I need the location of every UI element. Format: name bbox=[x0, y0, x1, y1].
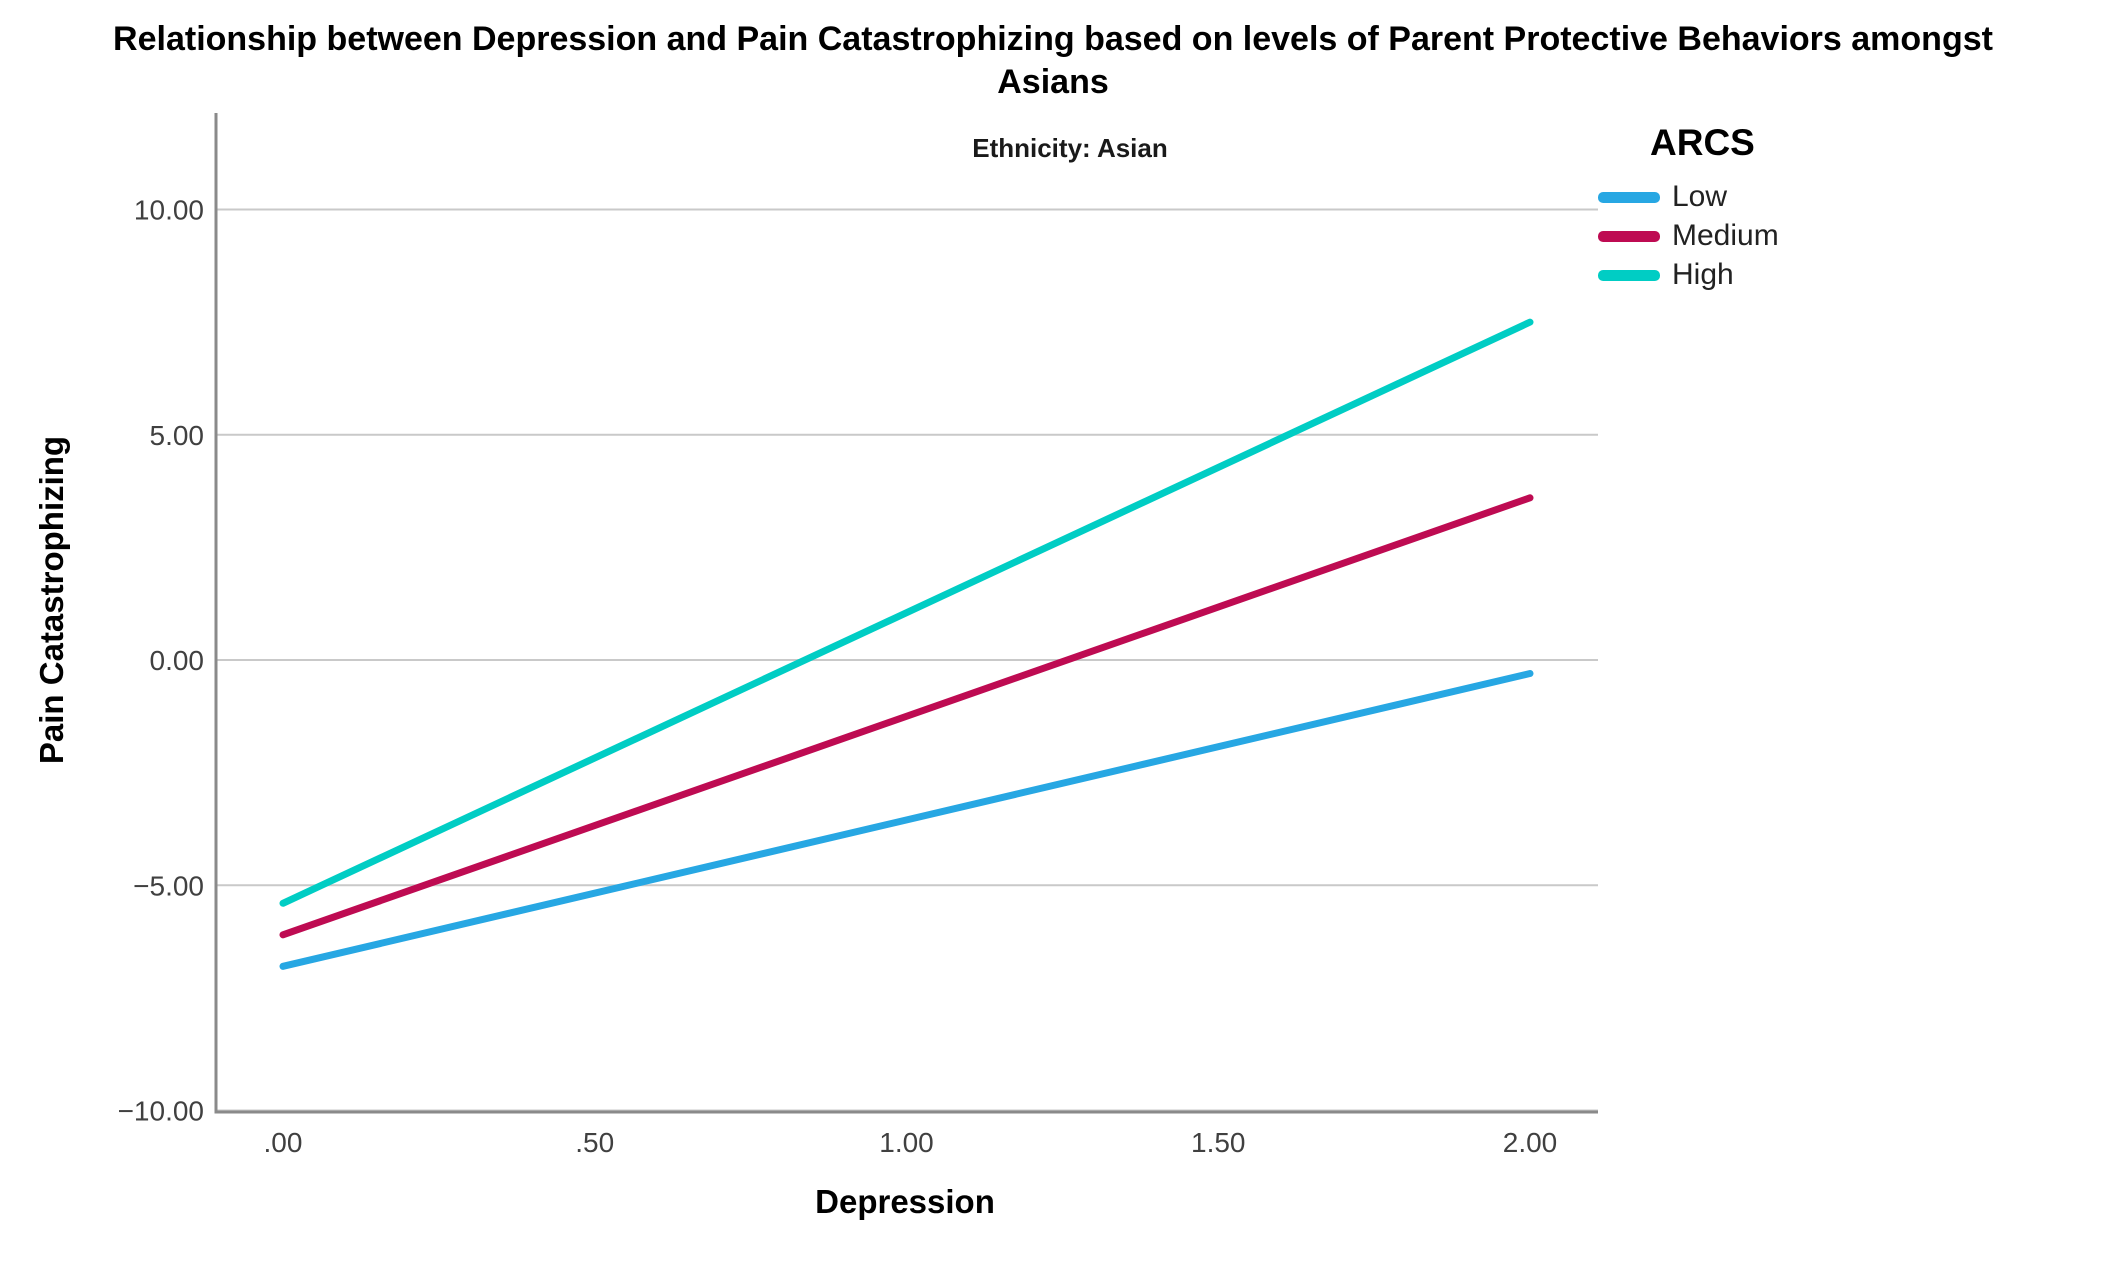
y-axis-title: Pain Catastrophizing bbox=[33, 435, 70, 765]
y-tick-label: −5.00 bbox=[133, 870, 204, 901]
series-line-high bbox=[279, 318, 1534, 907]
legend-item: Low bbox=[1598, 182, 1779, 212]
panel-subtitle: Ethnicity: Asian bbox=[972, 133, 1168, 163]
legend-items: Low Medium High bbox=[1598, 182, 1779, 290]
series-line-low bbox=[279, 670, 1534, 970]
legend-title: ARCS bbox=[1650, 122, 1755, 163]
x-tick-label: 1.50 bbox=[1191, 1127, 1246, 1158]
x-tick-label: .00 bbox=[264, 1127, 303, 1158]
legend-swatch-medium bbox=[1598, 230, 1660, 242]
x-tick-label: .50 bbox=[575, 1127, 614, 1158]
y-tick-label: 5.00 bbox=[150, 420, 205, 451]
legend-label: Medium bbox=[1672, 219, 1779, 252]
x-axis-title: Depression bbox=[815, 1183, 995, 1220]
chart-title-line1: Relationship between Depression and Pain… bbox=[113, 20, 1993, 58]
legend-label: Low bbox=[1672, 180, 1728, 213]
legend-label: High bbox=[1672, 258, 1734, 291]
x-tick-label: 2.00 bbox=[1503, 1127, 1558, 1158]
legend-swatch-low bbox=[1598, 191, 1660, 203]
y-tick-label: 10.00 bbox=[134, 195, 204, 226]
legend-item: High bbox=[1598, 260, 1779, 290]
legend-item: Medium bbox=[1598, 221, 1779, 251]
chart-title-line2: Asians bbox=[997, 62, 1109, 101]
series-line-medium bbox=[279, 494, 1534, 939]
chart-title: Relationship between Depression and Pain… bbox=[28, 18, 2078, 103]
axis-lines bbox=[214, 113, 1598, 1114]
legend-swatch-high bbox=[1598, 269, 1660, 281]
y-tick-label: −10.00 bbox=[118, 1096, 204, 1127]
legend: ARCS Low Medium High bbox=[1598, 122, 1779, 299]
y-tick-label: 0.00 bbox=[150, 645, 205, 676]
x-tick-label: 1.00 bbox=[879, 1127, 934, 1158]
